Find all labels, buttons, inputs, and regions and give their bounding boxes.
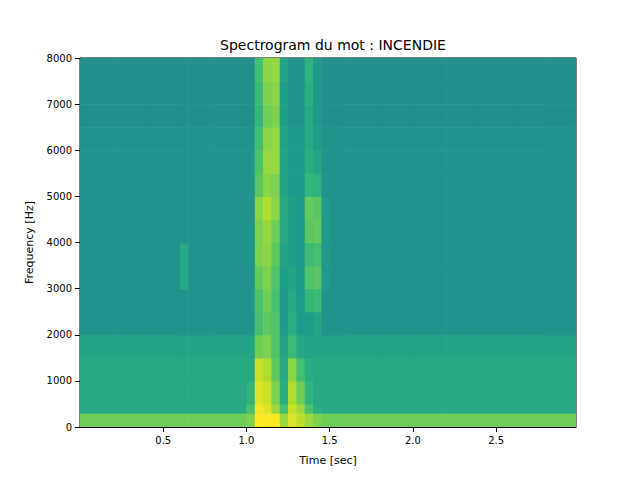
svg-text:0.5: 0.5: [155, 435, 171, 446]
svg-text:0: 0: [66, 422, 72, 433]
svg-text:7000: 7000: [47, 99, 72, 110]
svg-text:Frequency [Hz]: Frequency [Hz]: [23, 201, 36, 284]
svg-text:1000: 1000: [47, 375, 72, 386]
svg-text:4000: 4000: [47, 237, 72, 248]
svg-text:2.5: 2.5: [488, 435, 504, 446]
svg-text:Spectrogram du mot : INCENDIE: Spectrogram du mot : INCENDIE: [220, 37, 446, 53]
svg-text:3000: 3000: [47, 283, 72, 294]
svg-text:2000: 2000: [47, 329, 72, 340]
svg-text:1.0: 1.0: [238, 435, 254, 446]
svg-text:5000: 5000: [47, 191, 72, 202]
svg-text:2.0: 2.0: [405, 435, 421, 446]
svg-text:6000: 6000: [47, 145, 72, 156]
svg-text:8000: 8000: [47, 53, 72, 64]
svg-text:Time [sec]: Time [sec]: [298, 454, 357, 467]
svg-text:1.5: 1.5: [322, 435, 338, 446]
